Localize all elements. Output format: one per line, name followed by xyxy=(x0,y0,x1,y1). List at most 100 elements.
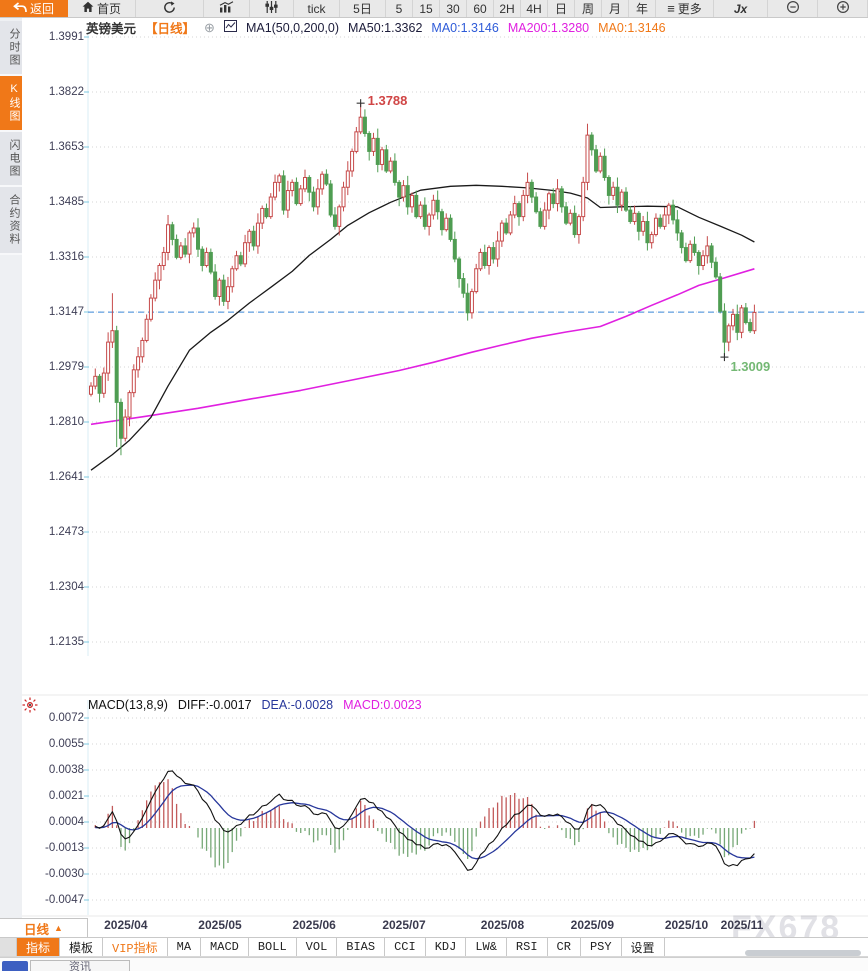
candles-layer xyxy=(89,103,757,456)
toolbar-zoom-in-button[interactable] xyxy=(818,0,868,17)
sidebar-tab-timeline[interactable]: 分时图 xyxy=(0,21,22,76)
toolbar-period-5d-button[interactable]: 5日 xyxy=(340,0,386,17)
ma0-orange-value-label: MA0:1.3146 xyxy=(598,20,666,35)
period-selector-button[interactable]: 日线 ▲ xyxy=(0,918,88,938)
toolbar-back-button[interactable]: 返回 xyxy=(0,0,68,17)
price-axis-label: 1.2979 xyxy=(48,361,84,373)
price-axis-label: 1.2304 xyxy=(48,581,84,593)
toolbar-period-day-button[interactable]: 日 xyxy=(548,0,575,17)
chart-panel[interactable]: 1.3788 1.3009 xyxy=(22,18,868,938)
toolbar-period-60m-button[interactable]: 60 xyxy=(467,0,494,17)
add-indicator-icon[interactable]: ⊕ xyxy=(204,19,215,35)
tab-ma[interactable]: MA xyxy=(168,938,202,956)
tab-psy[interactable]: PSY xyxy=(581,938,622,956)
tab-cr[interactable]: CR xyxy=(548,938,581,956)
toolbar-item-label: 4H xyxy=(526,1,542,16)
ma50-line xyxy=(90,184,755,471)
price-axis-label: 1.3822 xyxy=(48,86,84,98)
home-icon xyxy=(82,1,94,16)
time-axis-label: 2025/07 xyxy=(382,918,426,932)
dea-line xyxy=(95,784,755,860)
toolbar-period-5m-button[interactable]: 5 xyxy=(386,0,413,17)
time-axis-label: 2025/05 xyxy=(198,918,242,932)
toolbar-period-month-button[interactable]: 月 xyxy=(602,0,629,17)
tab-kdj[interactable]: KDJ xyxy=(426,938,467,956)
tab-rsi[interactable]: RSI xyxy=(507,938,548,956)
macd-axis-label: -0.0030 xyxy=(44,868,84,880)
time-axis-label: 2025/04 xyxy=(104,918,148,932)
gridlines-layer xyxy=(22,36,868,917)
toolbar-more-button[interactable]: ≡ 更多 xyxy=(656,0,714,17)
period-selector-label: 日线 xyxy=(24,922,50,937)
zoom-in-icon xyxy=(836,0,850,17)
tab-lwr[interactable]: LW& xyxy=(466,938,507,956)
price-axis-label: 1.3653 xyxy=(48,141,84,153)
symbol-name: 英镑美元 xyxy=(86,22,137,36)
toolbar-item-label: 2H xyxy=(499,1,515,16)
tab-boll[interactable]: BOLL xyxy=(249,938,297,956)
toolbar-item-label: 首页 xyxy=(96,2,121,16)
toolbar-indicator-sliders-button[interactable] xyxy=(250,0,294,17)
macd-value-label: MACD:0.0023 xyxy=(343,698,422,712)
time-axis-label: 2025/10 xyxy=(664,918,709,932)
toolbar-chart-type-button[interactable] xyxy=(204,0,250,17)
tab-cci[interactable]: CCI xyxy=(385,938,426,956)
time-axis-label: 2025/09 xyxy=(570,918,615,932)
price-axis-label: 1.3485 xyxy=(48,196,84,208)
sidebar-tab-lightning[interactable]: 闪电图 xyxy=(0,132,22,187)
toolbar-period-2h-button[interactable]: 2H xyxy=(494,0,521,17)
toolbar-item-label: Jx xyxy=(733,1,748,16)
ma0-blue-value-label: MA0:1.3146 xyxy=(431,20,499,35)
price-and-macd-chart[interactable]: 1.3788 1.3009 xyxy=(22,18,868,938)
macd-axis-label: -0.0047 xyxy=(44,894,84,906)
period-tag: 【日线】 xyxy=(145,22,196,36)
chevron-up-icon: ▲ xyxy=(54,923,63,933)
sliders-icon xyxy=(265,1,278,16)
macd-histogram-layer xyxy=(94,779,756,869)
refresh-icon xyxy=(163,0,176,17)
horizontal-scrollbar-thumb[interactable] xyxy=(745,950,861,956)
macd-diff-label: DIFF:-0.0017 xyxy=(177,698,252,712)
macd-axis-label: 0.0004 xyxy=(48,816,84,828)
tab-templates[interactable]: 模板 xyxy=(60,938,104,956)
tab-bias[interactable]: BIAS xyxy=(337,938,386,956)
chart-type-sidebar: 分时图 K线图 闪电图 合约资料 xyxy=(0,18,22,971)
toolbar-item-label: 年 xyxy=(635,2,648,16)
chart-title-row: 英镑美元 【日线】 ⊕ MA1(50,0,200,0) MA50:1.3362 M… xyxy=(86,19,666,36)
price-axis-label: 1.3147 xyxy=(48,306,84,318)
toolbar-period-tick-button[interactable]: tick xyxy=(294,0,340,17)
tab-indicators[interactable]: 指标 xyxy=(17,938,61,956)
toolbar-item-label: 更多 xyxy=(677,2,702,16)
toolbar-period-15m-button[interactable]: 15 xyxy=(413,0,440,17)
toolbar-period-week-button[interactable]: 周 xyxy=(575,0,602,17)
toolbar-refresh-button[interactable] xyxy=(136,0,204,17)
macd-header-row: MACD(13,8,9) DIFF:-0.0017 DEA:-0.0028 MA… xyxy=(88,698,422,712)
bottom-panel-news-tab[interactable]: 资讯 xyxy=(30,960,130,971)
chart-style-icon[interactable] xyxy=(223,20,237,35)
toolbar-period-30m-button[interactable]: 30 xyxy=(440,0,467,17)
indicator-settings-icon[interactable] xyxy=(22,697,38,713)
axis-border-layer xyxy=(84,30,89,915)
tab-vol[interactable]: VOL xyxy=(297,938,338,956)
toolbar-item-label: 30 xyxy=(446,1,460,16)
toolbar-item-label: tick xyxy=(307,1,326,16)
toolbar-period-year-button[interactable]: 年 xyxy=(629,0,656,17)
tab-settings[interactable]: 设置 xyxy=(622,938,665,956)
toolbar-zoom-out-button[interactable] xyxy=(768,0,818,17)
tab-vip-indicators[interactable]: VIP指标 xyxy=(103,938,168,956)
tab-macd[interactable]: MACD xyxy=(201,938,249,956)
ma200-value-label: MA200:1.3280 xyxy=(507,20,590,35)
sidebar-tab-contract-info[interactable]: 合约资料 xyxy=(0,187,22,255)
toolbar-fx-functions-button[interactable]: Jx xyxy=(714,0,768,17)
price-axis-label: 1.2473 xyxy=(48,526,84,538)
chart-bars-icon xyxy=(219,1,234,16)
bottom-panel-blue-button[interactable] xyxy=(2,961,28,971)
menu-icon: ≡ xyxy=(667,0,675,16)
bottom-panel-clipped: 资讯 xyxy=(0,957,868,971)
sidebar-tab-kline[interactable]: K线图 xyxy=(0,76,22,132)
toolbar-period-4h-button[interactable]: 4H xyxy=(521,0,548,17)
price-axis-label: 1.3316 xyxy=(48,251,84,263)
price-axis-label: 1.2135 xyxy=(48,636,84,648)
toolbar-home-button[interactable]: 首页 xyxy=(68,0,136,17)
